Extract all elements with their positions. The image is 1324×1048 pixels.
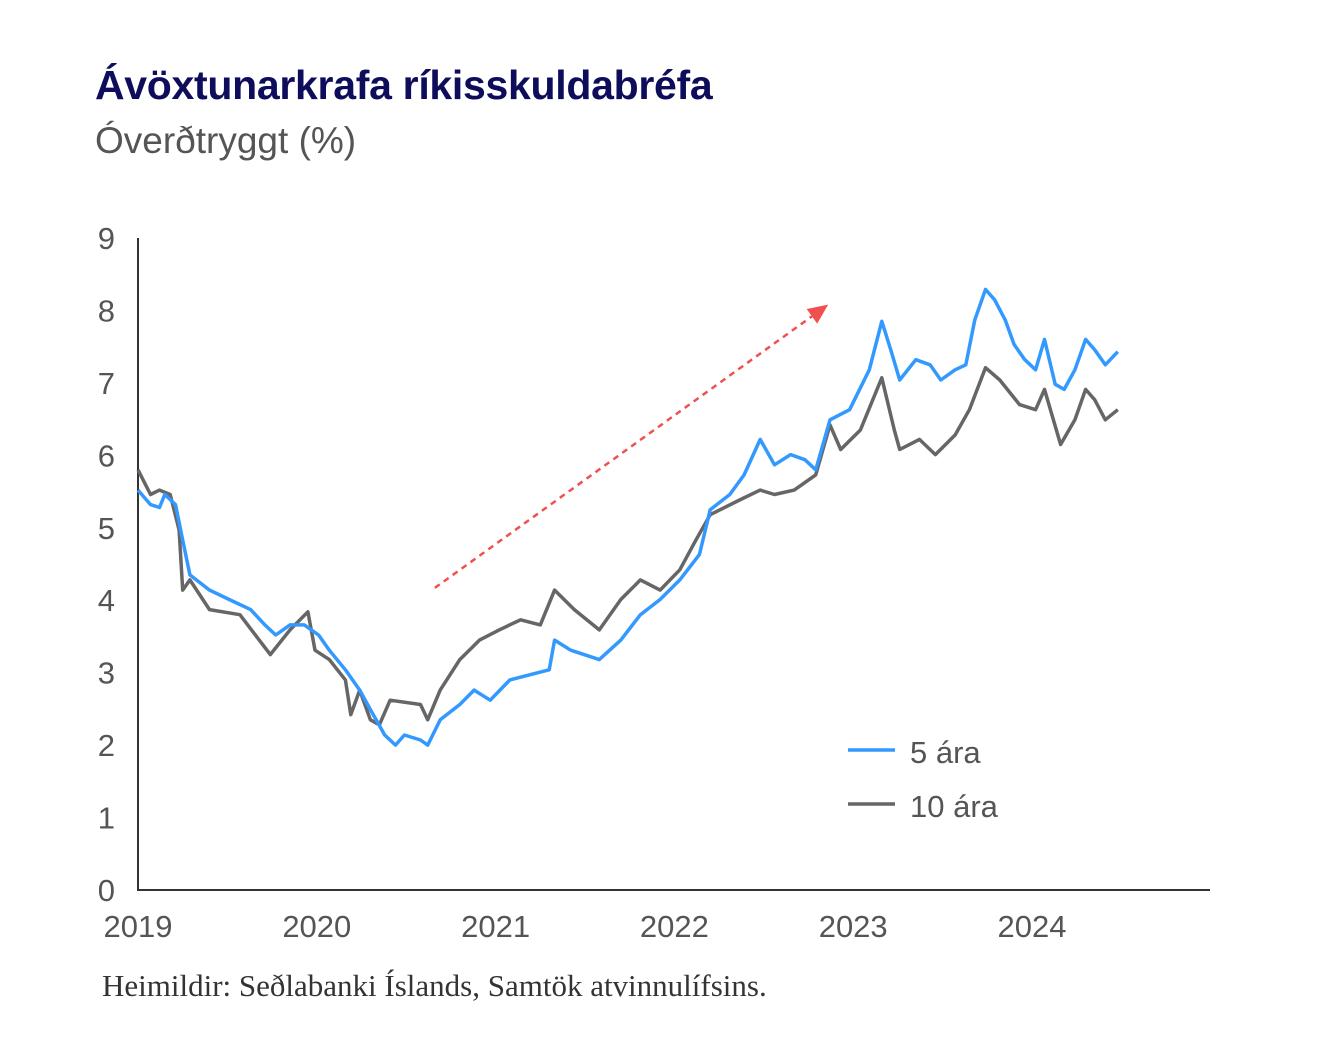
y-tick-label: 6 <box>98 438 115 473</box>
chart-subtitle: Óverðtryggt (%) <box>95 120 357 161</box>
x-tick-label: 2022 <box>640 909 709 944</box>
series-lines <box>136 287 1120 747</box>
y-tick-label: 4 <box>98 583 115 618</box>
y-tick-label: 2 <box>98 728 115 763</box>
x-tick-labels: 2019 2020 2021 2022 2023 2024 <box>104 909 1067 944</box>
x-tick-label: 2020 <box>282 909 351 944</box>
x-tick-label: 2024 <box>998 909 1067 944</box>
y-tick-label: 5 <box>98 511 115 546</box>
y-tick-label: 9 <box>98 221 115 256</box>
x-tick-label: 2019 <box>104 909 173 944</box>
arrow-shaft <box>434 315 813 589</box>
trend-arrow-annotation <box>434 304 829 589</box>
x-tick-label: 2021 <box>461 909 530 944</box>
y-tick-label: 8 <box>98 293 115 328</box>
series-line-10-ára <box>136 365 1119 727</box>
y-tick-label: 7 <box>98 366 115 401</box>
y-tick-labels: 0 1 2 3 4 5 6 7 8 9 <box>98 221 115 908</box>
legend-label-5-ara: 5 ára <box>910 735 981 770</box>
y-tick-label: 1 <box>98 801 115 836</box>
chart-title: Ávöxtunarkrafa ríkisskuldabréfa <box>95 62 713 108</box>
legend-label-10-ara: 10 ára <box>910 789 999 824</box>
legend: 5 ára 10 ára <box>848 735 999 824</box>
y-tick-label: 0 <box>98 873 115 908</box>
source-note: Heimildir: Seðlabanki Íslands, Samtök at… <box>102 968 767 1003</box>
arrow-head <box>806 304 829 324</box>
y-tick-label: 3 <box>98 656 115 691</box>
series-line-5-ára <box>136 287 1120 747</box>
x-tick-label: 2023 <box>819 909 888 944</box>
